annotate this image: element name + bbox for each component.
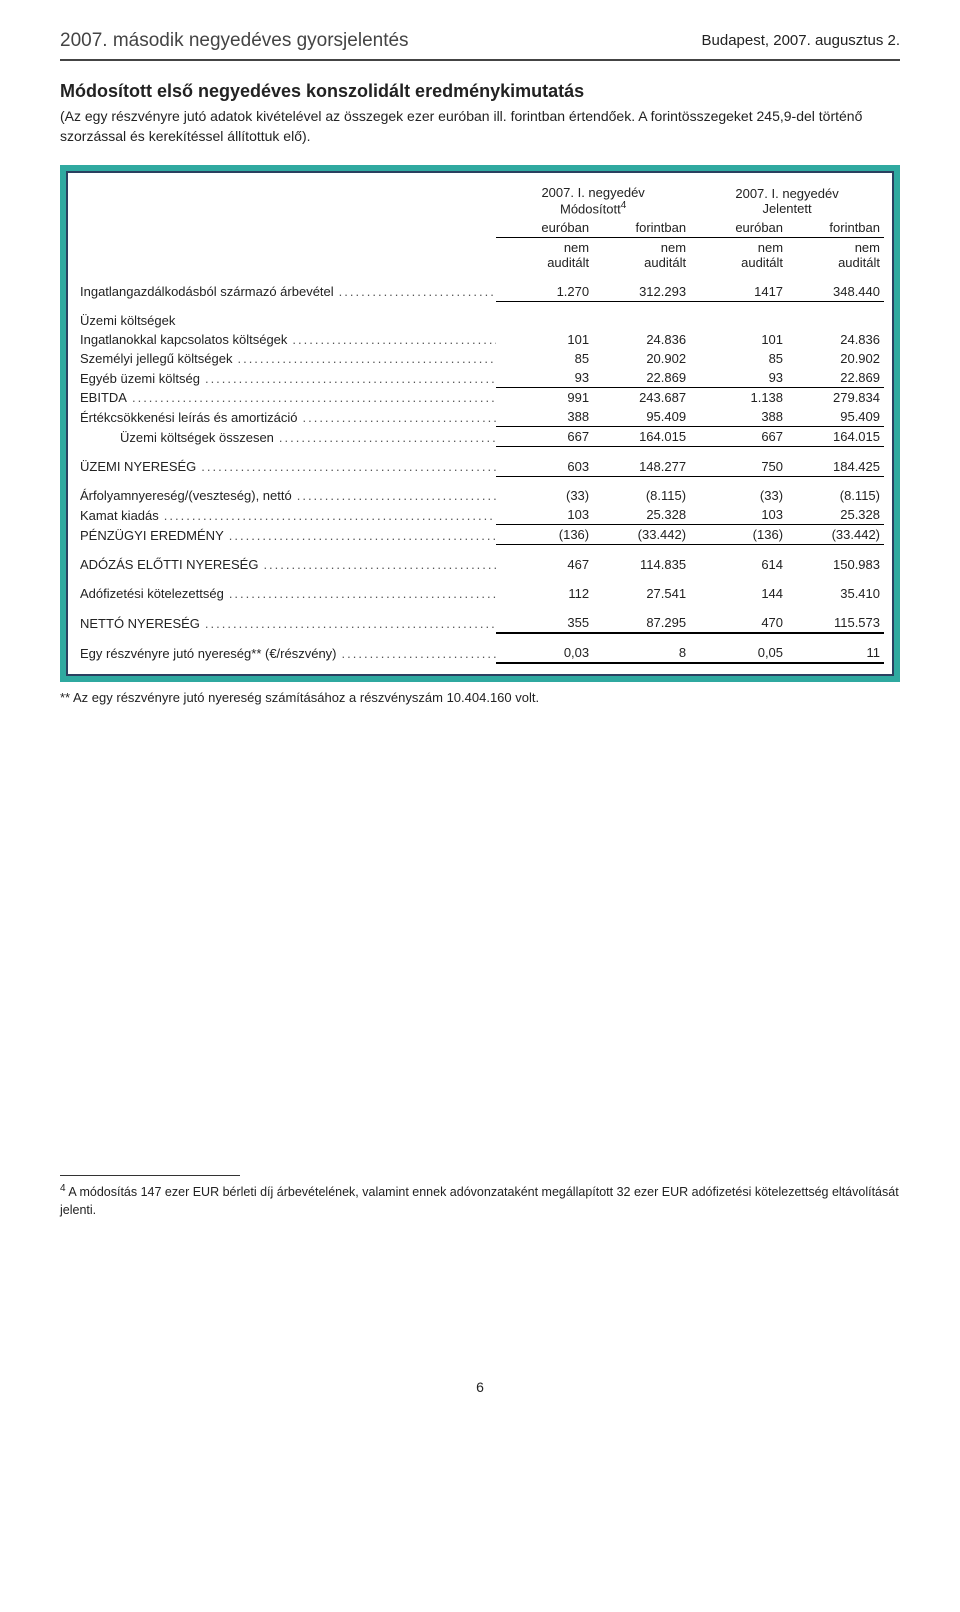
table-row: Kamat kiadás 103 25.328 103 25.328 (76, 505, 884, 525)
table-header-group: 2007. I. negyedév Módosított4 2007. I. n… (76, 183, 884, 218)
table-header-audit: nemauditált nemauditált nemauditált nema… (76, 237, 884, 272)
section-subtitle: (Az egy részvényre jutó adatok kivételév… (60, 106, 900, 147)
table-row: Személyi jellegű költségek 85 20.902 85 … (76, 349, 884, 368)
col-header-4: forintban (787, 218, 884, 238)
table-row: Üzemi költségek (76, 311, 884, 330)
header-group-left-l1: 2007. I. negyedév (541, 185, 644, 200)
table-row: Egy részvényre jutó nyereség** (€/részvé… (76, 643, 884, 663)
table-row: Adófizetési kötelezettség 112 27.541 144… (76, 584, 884, 603)
table-row: Árfolyamnyereség/(veszteség), nettó (33)… (76, 486, 884, 505)
financial-table: 2007. I. negyedév Módosított4 2007. I. n… (76, 183, 884, 664)
document-title: 2007. második negyedéves gyorsjelentés (60, 30, 409, 51)
table-row: Ingatlangazdálkodásból származó árbevéte… (76, 282, 884, 302)
table-frame-inner: 2007. I. negyedév Módosított4 2007. I. n… (66, 171, 894, 676)
table-row: Értékcsökkenési leírás és amortizáció 38… (76, 407, 884, 427)
table-frame-outer: 2007. I. negyedév Módosított4 2007. I. n… (60, 165, 900, 682)
header-group-right-l1: 2007. I. negyedév (735, 186, 838, 201)
page-number: 6 (60, 1379, 900, 1395)
table-row: Üzemi költségek összesen 667 164.015 667… (76, 427, 884, 447)
table-row: ÜZEMI NYERESÉG 603 148.277 750 184.425 (76, 457, 884, 477)
table-row: NETTÓ NYERESÉG 355 87.295 470 115.573 (76, 613, 884, 633)
footnote-text: A módosítás 147 ezer EUR bérleti díj árb… (60, 1185, 899, 1217)
footnote-separator (60, 1175, 240, 1176)
table-header-currency: euróban forintban euróban forintban (76, 218, 884, 238)
header-group-left-sup: 4 (621, 200, 627, 211)
header-group-right-l2: Jelentett (762, 201, 811, 216)
footnote-below-table: ** Az egy részvényre jutó nyereség számí… (60, 690, 900, 705)
header-rule (60, 59, 900, 61)
table-row: ADÓZÁS ELŐTTI NYERESÉG 467 114.835 614 1… (76, 555, 884, 574)
header-group-left-l2: Módosított (560, 201, 621, 216)
col-header-2: forintban (593, 218, 690, 238)
col-header-1: euróban (496, 218, 593, 238)
table-row: EBITDA 991 243.687 1.138 279.834 (76, 388, 884, 408)
table-row: Egyéb üzemi költség 93 22.869 93 22.869 (76, 368, 884, 388)
table-row: Ingatlanokkal kapcsolatos költségek 101 … (76, 330, 884, 349)
col-header-3: euróban (690, 218, 787, 238)
table-row: PÉNZÜGYI EREDMÉNY (136) (33.442) (136) (… (76, 525, 884, 545)
section-title: Módosított első negyedéves konszolidált … (60, 81, 900, 102)
footnote-bottom: 4 A módosítás 147 ezer EUR bérleti díj á… (60, 1175, 900, 1219)
page: 2007. második negyedéves gyorsjelentés B… (0, 0, 960, 1425)
